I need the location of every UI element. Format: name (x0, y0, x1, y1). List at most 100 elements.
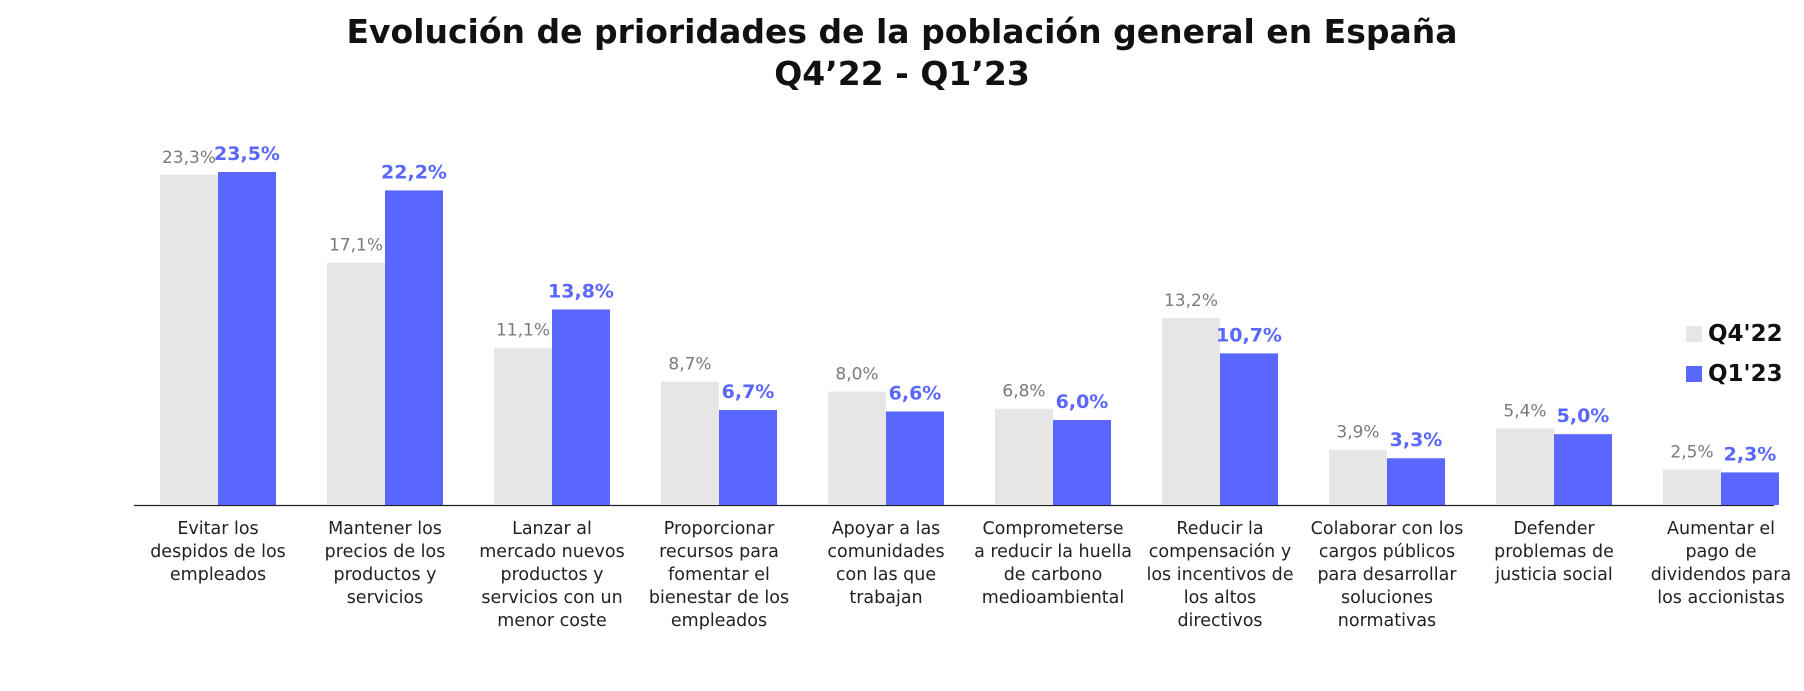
category-label-line: Proporcionar (663, 519, 775, 539)
bar-q4-22-0 (160, 174, 218, 505)
category-label-line: compensación y (1148, 542, 1292, 562)
bar-q4-22-6 (1162, 317, 1220, 505)
category-label-7: Colaborar con los cargos públicos para des… (1298, 518, 1476, 633)
category-label-line: Defender (1513, 519, 1595, 539)
category-label-line: Evitar los (177, 519, 259, 539)
data-label-q1-23-3: 6,7% (722, 381, 775, 403)
data-label-q4-22-3: 8,7% (668, 355, 711, 375)
category-label-line: mercado nuevos (479, 542, 625, 562)
category-label-line: fomentar el (668, 565, 770, 585)
bar-q1-23-8 (1554, 434, 1612, 505)
category-label-line: directivos (1177, 611, 1263, 631)
category-label-line: productos y (333, 565, 437, 585)
bar-q1-23-0 (218, 172, 276, 505)
bar-q1-23-7 (1387, 458, 1445, 505)
category-label-line: justicia social (1495, 565, 1613, 585)
category-label-line: cargos públicos (1318, 542, 1456, 562)
category-label-line: problemas de (1494, 542, 1614, 562)
bar-q1-23-3 (719, 410, 777, 505)
category-label-line: productos y (500, 565, 604, 585)
data-label-q4-22-2: 11,1% (496, 321, 550, 341)
category-label-1: Mantener los precios de los productos y ser… (296, 518, 474, 610)
category-label-4: Apoyar a las comunidades con las que trabaj… (797, 518, 975, 610)
category-label-8: Defender problemas de justicia social (1465, 518, 1643, 587)
category-label-line: comunidades (827, 542, 945, 562)
category-label-line: bienestar de los (648, 588, 790, 608)
bar-q4-22-7 (1329, 449, 1387, 505)
data-label-q4-22-6: 13,2% (1164, 291, 1218, 311)
category-label-line: empleados (169, 565, 267, 585)
data-label-q4-22-1: 17,1% (329, 236, 383, 256)
category-label-line: con las que (835, 565, 937, 585)
category-label-5: Comprometerse a reducir la huella de carbo… (964, 518, 1142, 610)
bar-q1-23-1 (385, 190, 443, 506)
category-label-line: los accionistas (1657, 588, 1785, 608)
category-label-line: Colaborar con los (1310, 519, 1464, 539)
category-label-line: recursos para (659, 542, 779, 562)
category-label-line: para desarrollar (1317, 565, 1457, 585)
data-label-q1-23-0: 23,5% (214, 143, 280, 165)
data-label-q4-22-9: 2,5% (1670, 443, 1713, 463)
category-label-9: Aumentar el pago de dividendos para los acc… (1632, 518, 1804, 610)
category-label-line: a reducir la huella (974, 542, 1132, 562)
category-label-line: normativas (1337, 611, 1437, 631)
data-label-q1-23-6: 10,7% (1216, 324, 1282, 346)
bar-q4-22-1 (327, 262, 385, 505)
category-label-line: servicios (346, 588, 424, 608)
category-label-line: los altos (1183, 588, 1257, 608)
category-label-line: despidos de los (150, 542, 286, 562)
category-label-line: medioambiental (981, 588, 1125, 608)
legend-swatch-q1-23 (1686, 366, 1702, 382)
data-label-q1-23-7: 3,3% (1390, 429, 1443, 451)
category-label-line: Aumentar el (1667, 519, 1775, 539)
category-label-2: Lanzar al mercado nuevos productos y servic… (463, 518, 641, 633)
category-label-line: pago de (1685, 542, 1757, 562)
data-label-q4-22-4: 8,0% (835, 365, 878, 385)
category-label-3: Proporcionar recursos para fomentar el bien… (630, 518, 808, 633)
bar-q1-23-6 (1220, 353, 1278, 505)
data-label-q1-23-4: 6,6% (889, 382, 942, 404)
category-label-0: Evitar los despidos de los empleados (129, 518, 307, 587)
category-label-line: dividendos para (1650, 565, 1792, 585)
category-label-line: menor coste (497, 611, 607, 631)
bar-q1-23-5 (1053, 419, 1111, 505)
category-label-line: Reducir la (1176, 519, 1264, 539)
category-label-line: trabajan (849, 588, 923, 608)
bar-q4-22-2 (494, 347, 552, 505)
category-label-line: soluciones (1341, 588, 1433, 608)
bar-q1-23-4 (886, 411, 944, 505)
bar-q4-22-4 (828, 391, 886, 505)
legend: Q4'22 Q1'23 (1686, 314, 1783, 394)
legend-label-q4-22: Q4'22 (1708, 321, 1783, 347)
category-label-line: de carbono (1003, 565, 1103, 585)
data-label-q1-23-1: 22,2% (381, 161, 447, 183)
legend-label-q1-23: Q1'23 (1708, 361, 1783, 387)
category-label-6: Reducir la compensación y los incentivos d… (1131, 518, 1309, 633)
category-label-line: Comprometerse (982, 519, 1124, 539)
data-label-q1-23-2: 13,8% (548, 280, 614, 302)
data-label-q1-23-8: 5,0% (1557, 405, 1610, 427)
category-label-line: Apoyar a las (831, 519, 941, 539)
bar-q1-23-2 (552, 309, 610, 505)
category-label-line: los incentivos de (1146, 565, 1294, 585)
category-label-line: precios de los (324, 542, 446, 562)
chart-title: Evolución de prioridades de la población… (346, 12, 1458, 51)
data-label-q4-22-0: 23,3% (162, 148, 216, 168)
bar-q4-22-5 (995, 408, 1053, 505)
bar-q4-22-3 (661, 381, 719, 505)
data-label-q1-23-5: 6,0% (1056, 391, 1109, 413)
category-label-line: servicios con un (481, 588, 623, 608)
chart-subtitle: Q4’22 - Q1’23 (774, 54, 1030, 93)
category-label-line: empleados (670, 611, 768, 631)
legend-item-q4-22: Q4'22 (1686, 314, 1783, 354)
bar-q4-22-9 (1663, 469, 1721, 505)
data-label-q1-23-9: 2,3% (1724, 443, 1777, 465)
legend-swatch-q4-22 (1686, 326, 1702, 342)
bar-q4-22-8 (1496, 428, 1554, 505)
data-label-q4-22-5: 6,8% (1002, 382, 1045, 402)
data-label-q4-22-8: 5,4% (1503, 401, 1546, 421)
bar-q1-23-9 (1721, 472, 1779, 505)
data-label-q4-22-7: 3,9% (1336, 423, 1379, 443)
category-label-line: Mantener los (328, 519, 442, 539)
